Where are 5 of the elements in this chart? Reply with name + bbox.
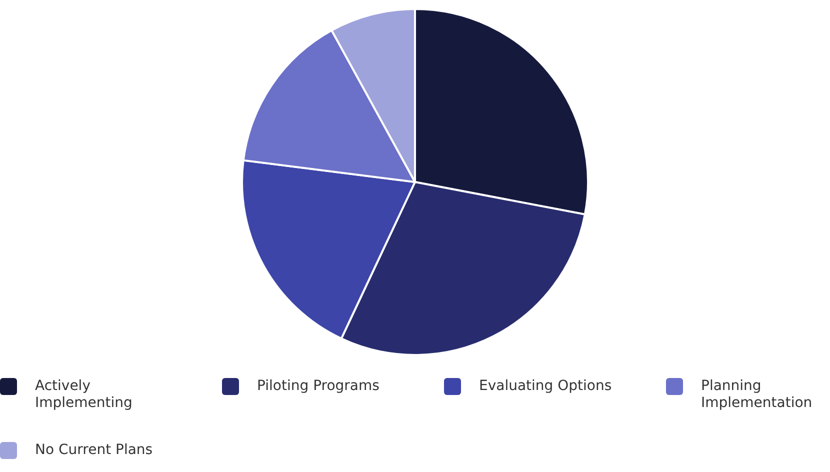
legend-label: Actively Implementing [35,378,134,412]
legend-label: Planning Implementation [701,378,814,412]
legend-label: Piloting Programs [257,378,380,395]
legend-label: Evaluating Options [479,378,613,395]
legend-label: No Current Plans [35,442,154,459]
